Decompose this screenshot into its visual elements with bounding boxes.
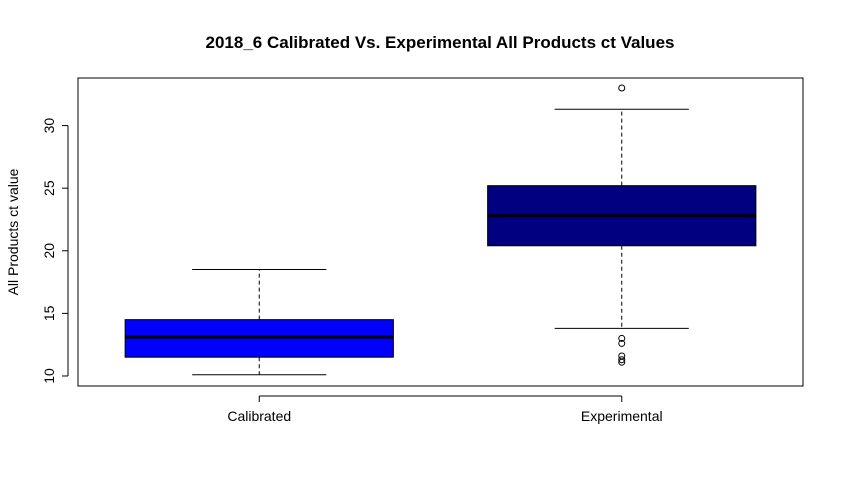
y-tick-label: 20 bbox=[41, 243, 57, 259]
plot-frame bbox=[77, 77, 804, 387]
box-experimental bbox=[487, 84, 757, 366]
outlier-point bbox=[618, 356, 626, 364]
box-calibrated bbox=[124, 269, 394, 376]
y-axis-label: All Products ct value bbox=[5, 168, 21, 295]
outlier-point bbox=[618, 339, 626, 347]
y-tick-label: 10 bbox=[41, 368, 57, 384]
boxes-group bbox=[124, 84, 757, 376]
x-tick-label: Calibrated bbox=[227, 408, 291, 424]
x-tick-label: Experimental bbox=[581, 408, 663, 424]
outlier-point bbox=[618, 352, 626, 360]
y-tick-label: 30 bbox=[41, 118, 57, 134]
outlier-point bbox=[618, 84, 626, 92]
x-axis: Calibrated Experimental bbox=[227, 395, 663, 424]
chart-title: 2018_6 Calibrated Vs. Experimental All P… bbox=[206, 33, 675, 52]
y-tick-label: 25 bbox=[41, 180, 57, 196]
y-tick-label: 15 bbox=[41, 305, 57, 321]
outlier-point bbox=[618, 334, 626, 342]
y-axis: 10 15 20 25 30 bbox=[41, 118, 69, 384]
